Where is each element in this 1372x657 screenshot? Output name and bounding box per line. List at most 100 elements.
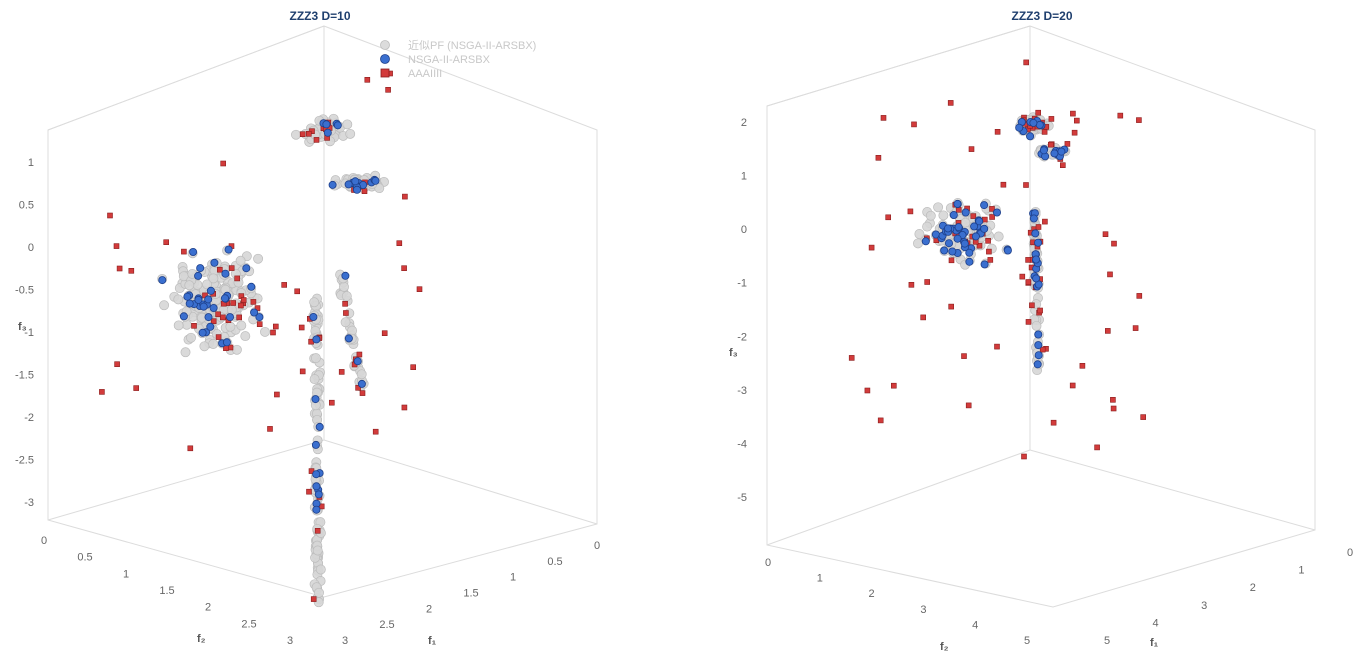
aaaiiii-point <box>986 248 992 255</box>
pf-point <box>914 229 925 239</box>
x-tick-label: 2.5 <box>379 619 394 631</box>
nsga-point <box>250 308 259 317</box>
x-tick-label: 2 <box>1250 582 1256 594</box>
aaaiiii-point <box>924 279 931 285</box>
z-tick-label: 1 <box>741 171 747 183</box>
nsga-point <box>224 245 233 254</box>
pf-point <box>236 320 247 331</box>
pf-point <box>938 210 949 221</box>
nsga-point <box>1050 149 1059 158</box>
y-tick-label: 2 <box>869 588 875 600</box>
aaaiiii-point <box>256 321 263 328</box>
aaaiiii-point <box>210 318 217 325</box>
pf-point <box>291 129 301 140</box>
z-tick-label: 1 <box>28 157 34 169</box>
legend-item-pf[interactable]: 近似PF (NSGA-II-ARSBX) <box>380 39 537 52</box>
nsga-point <box>980 201 989 210</box>
aaaiiii-point <box>989 214 995 220</box>
aaaiiii-point <box>328 399 335 406</box>
series-nsga-points <box>921 117 1069 369</box>
nsga-point <box>1003 246 1012 255</box>
chart-title: ZZZ3 D=20 <box>1011 9 1072 23</box>
nsga-point <box>220 294 229 303</box>
z-axis-ticks: 2 1 0 -1 -2 -3 -4 -5 <box>737 117 747 504</box>
nsga-point <box>312 505 321 514</box>
nsga-point <box>351 177 360 186</box>
aaaiiii-point <box>220 160 226 167</box>
aaaiiii-point <box>299 131 306 137</box>
aaaiiii-point <box>163 239 169 245</box>
aaaiiii-point <box>191 322 197 329</box>
aaaiiii-point <box>228 265 235 271</box>
aaaiiii-point <box>355 384 361 391</box>
aaaiiii-point <box>234 275 240 282</box>
chart-panel-d20: ZZZ3 D=20 2 1 0 -1 -2 -3 -4 -5 0 1 2 3 4 5 0 1 2 3 4 5 f₃… <box>729 9 1353 653</box>
nsga-point <box>333 121 342 130</box>
y-tick-label: 5 <box>1024 635 1030 647</box>
aaaiiii-point <box>381 330 388 337</box>
legend: 近似PF (NSGA-II-ARSBX) NSGA-II-ARSBX AAAII… <box>380 39 537 80</box>
pf-point <box>345 128 356 139</box>
nsga-point <box>965 257 974 266</box>
aaaiiii-point <box>298 324 305 331</box>
legend-item-nsga[interactable]: NSGA-II-ARSBX <box>380 54 491 66</box>
pf-point <box>315 564 326 575</box>
pf-point <box>202 279 213 290</box>
aaaiiii-point <box>1039 346 1046 353</box>
legend-item-aaaiiii[interactable]: AAAIIII <box>380 68 442 80</box>
aaaiiii-point <box>313 137 320 143</box>
y-tick-label: 2 <box>205 602 211 614</box>
nsga-point <box>312 470 321 479</box>
aaaiiii-point <box>1071 129 1078 136</box>
aaaiiii-point <box>314 527 321 534</box>
aaaiiii-point <box>848 355 855 361</box>
aaaiiii-point <box>342 300 348 307</box>
nsga-point <box>194 295 203 304</box>
pf-point <box>173 294 184 305</box>
legend-label-aaaiiii: AAAIIII <box>408 68 442 80</box>
aaaiiii-point <box>1117 112 1124 119</box>
aaaiiii-point <box>364 77 371 83</box>
aaaiiii-point <box>356 351 363 358</box>
nsga-point <box>1034 330 1043 339</box>
aaaiiii-point <box>240 297 247 303</box>
aaaiiii-point <box>305 131 312 137</box>
z-tick-label: 0.5 <box>19 200 34 212</box>
nsga-point <box>1032 274 1041 283</box>
nsga-point <box>185 299 194 308</box>
nsga-point <box>357 379 366 388</box>
nsga-point <box>1057 147 1066 156</box>
aaaiiii-point <box>1094 444 1100 451</box>
aaaiiii-point <box>215 334 222 340</box>
pf-point <box>342 119 353 130</box>
legend-label-nsga: NSGA-II-ARSBX <box>408 54 491 66</box>
aaaiiii-point <box>294 288 301 295</box>
nsga-point <box>970 222 979 231</box>
aaaiiii-point <box>230 300 236 306</box>
nsga-point <box>204 295 213 304</box>
z-tick-label: -3 <box>24 497 34 509</box>
nsga-point <box>179 312 188 321</box>
aaaiiii-point <box>885 214 892 221</box>
aaaiiii-point <box>961 353 967 359</box>
aaaiiii-point <box>187 445 194 452</box>
nsga-point <box>960 239 969 248</box>
pf-point <box>925 210 936 221</box>
aaaiiii-point <box>1000 181 1007 188</box>
nsga-point <box>953 234 962 243</box>
aaaiiii-point <box>410 364 417 371</box>
pf-point <box>226 304 237 315</box>
aaaiiii-point <box>1070 110 1076 117</box>
aaaiiii-point <box>181 248 187 255</box>
aaaiiii-point <box>401 404 408 411</box>
aaaiiii-point <box>1074 117 1080 124</box>
nsga-point <box>965 248 974 257</box>
x-tick-label: 0 <box>1347 547 1353 559</box>
aaaiiii-point <box>359 390 366 396</box>
nsga-point <box>944 224 953 233</box>
z-tick-label: -1 <box>737 278 747 290</box>
pf-point <box>235 255 246 266</box>
nsga-point <box>225 313 234 322</box>
aaaiiii-point <box>238 302 244 309</box>
z-tick-label: -2 <box>24 412 34 424</box>
